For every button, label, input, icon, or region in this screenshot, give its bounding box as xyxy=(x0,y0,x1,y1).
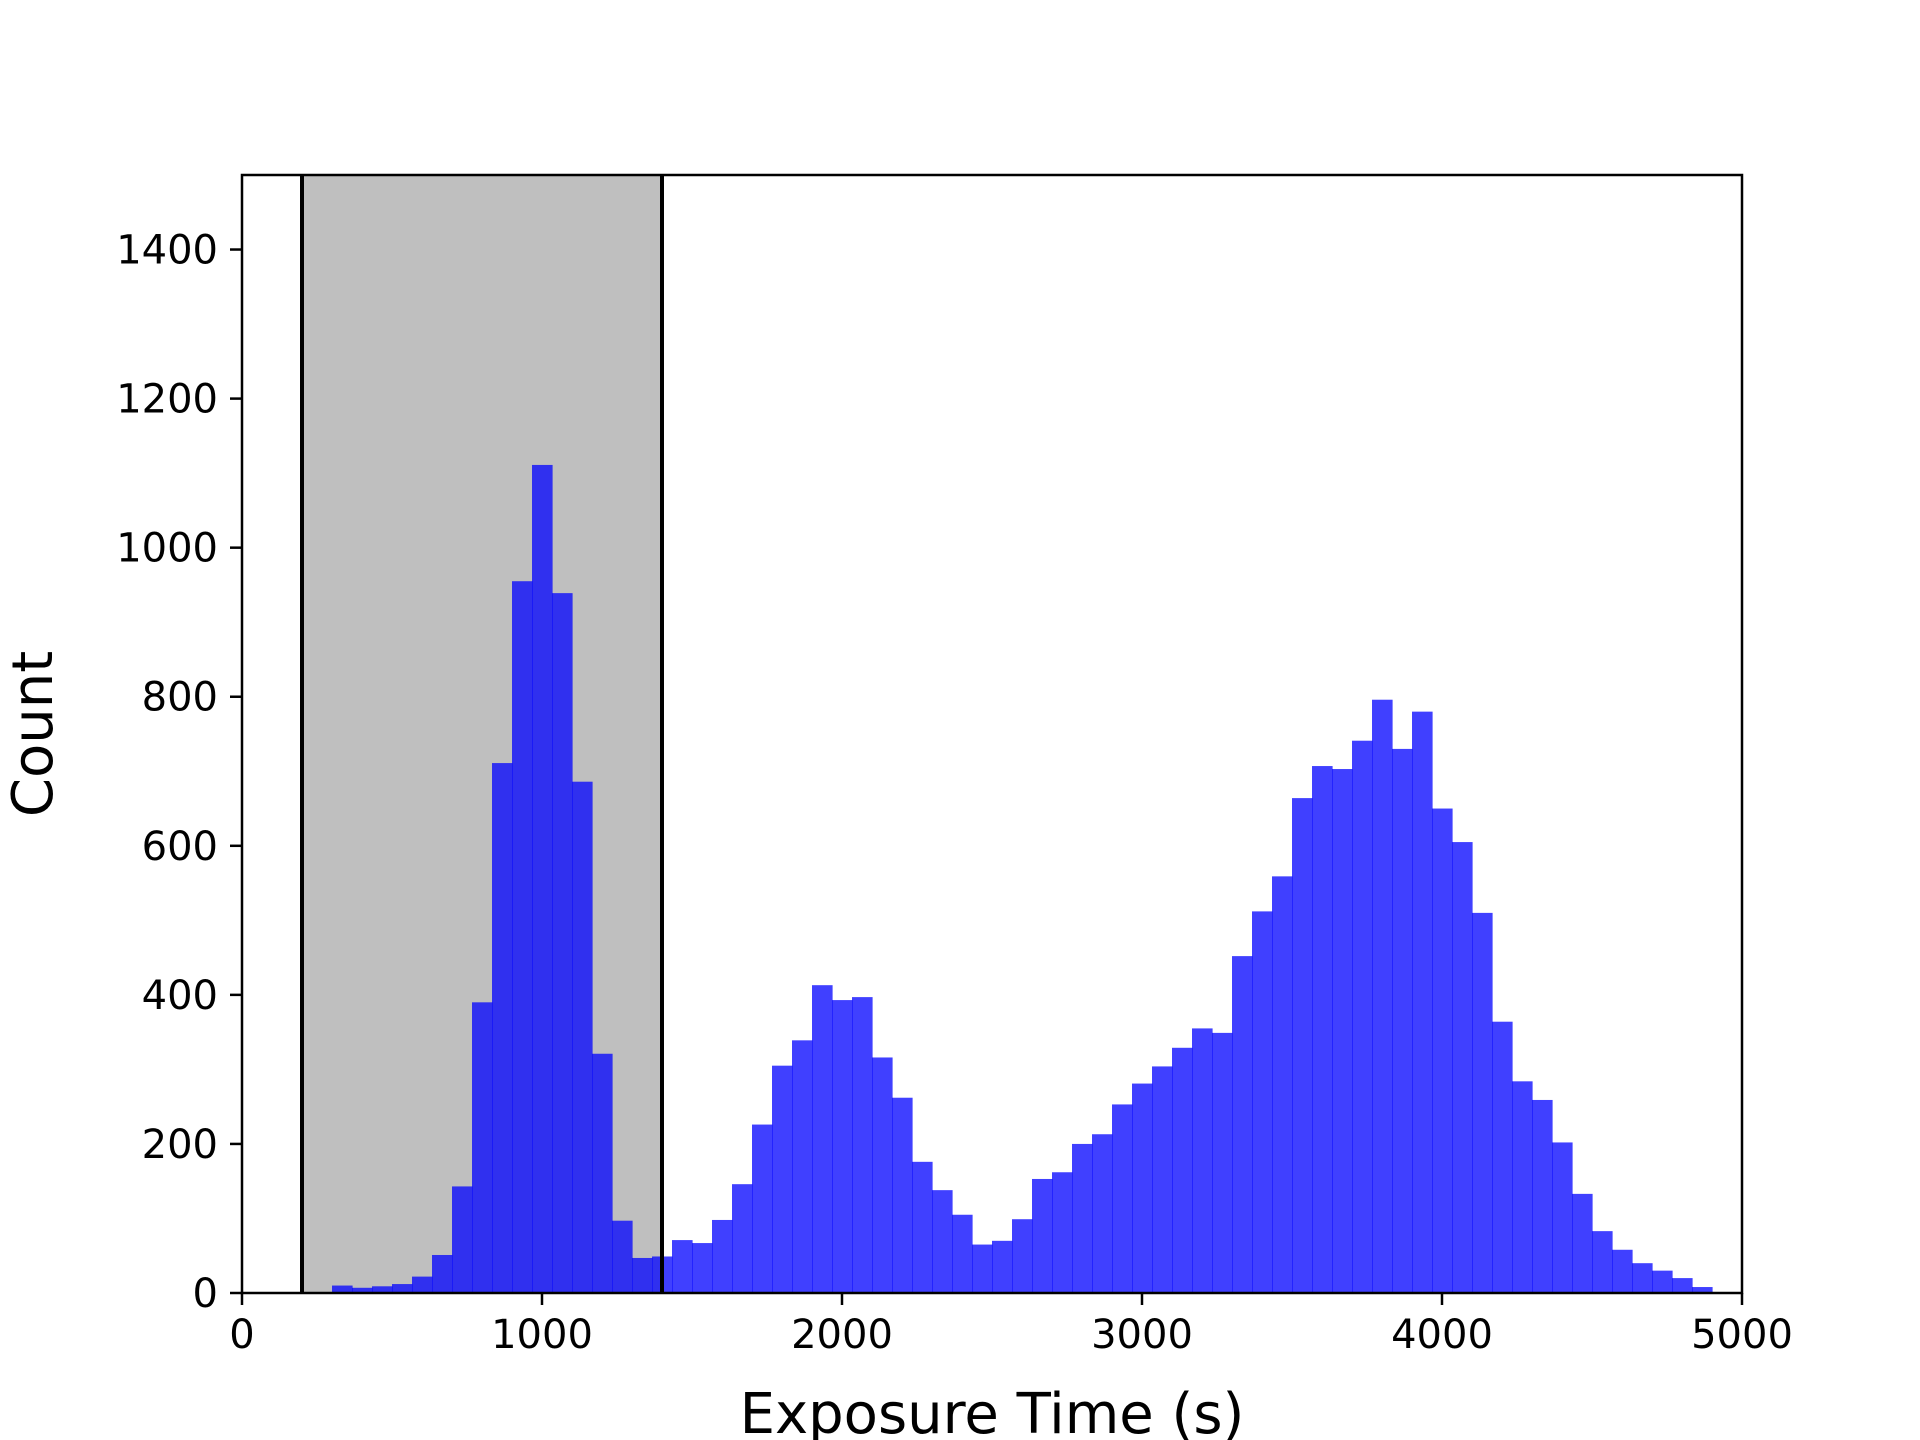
histogram-bar xyxy=(1192,1028,1213,1293)
histogram-bar xyxy=(732,1184,753,1293)
histogram-bar xyxy=(832,1000,853,1293)
histogram-bar xyxy=(852,997,873,1293)
histogram-bar xyxy=(452,1186,473,1293)
histogram-bar xyxy=(1452,842,1473,1293)
histogram-bar xyxy=(512,581,533,1293)
histogram-bar xyxy=(912,1161,933,1293)
histogram-bar xyxy=(472,1002,493,1293)
histogram-bar xyxy=(972,1244,993,1293)
histogram-bar xyxy=(392,1284,413,1293)
y-tick-label: 1000 xyxy=(116,526,218,572)
histogram-bar xyxy=(1572,1193,1593,1293)
histogram-bar xyxy=(772,1065,793,1293)
histogram-bar xyxy=(632,1257,653,1293)
histogram-bar xyxy=(712,1219,733,1293)
histogram-bar xyxy=(532,464,553,1293)
histogram-bar xyxy=(952,1214,973,1293)
histogram-bar xyxy=(692,1243,713,1293)
histogram-bar xyxy=(992,1240,1013,1293)
histogram-bar xyxy=(1432,808,1453,1293)
y-tick-label: 600 xyxy=(142,824,218,870)
histogram-bar xyxy=(932,1190,953,1293)
histogram-bar xyxy=(1152,1066,1173,1293)
histogram-bar xyxy=(1612,1249,1633,1293)
y-tick-label: 400 xyxy=(142,973,218,1019)
y-tick-label: 800 xyxy=(142,675,218,721)
histogram-bar xyxy=(1532,1099,1553,1293)
x-axis-label: Exposure Time (s) xyxy=(740,1382,1245,1440)
histogram-bar xyxy=(1512,1081,1533,1293)
histogram-bar xyxy=(1472,912,1493,1293)
histogram-bar xyxy=(332,1285,353,1293)
histogram-bar xyxy=(1032,1178,1053,1293)
histogram-bar xyxy=(352,1287,373,1293)
histogram-bar xyxy=(1312,766,1333,1293)
y-tick-label: 0 xyxy=(193,1271,218,1317)
histogram-bar xyxy=(372,1286,393,1293)
histogram-bar xyxy=(1112,1104,1133,1293)
histogram-bar xyxy=(1352,740,1373,1293)
histogram-bar xyxy=(612,1220,633,1293)
histogram-bar xyxy=(1072,1143,1093,1293)
histogram-bar xyxy=(492,763,513,1293)
y-tick-label: 200 xyxy=(142,1122,218,1168)
x-tick-label: 4000 xyxy=(1391,1312,1493,1358)
histogram-bar xyxy=(1692,1287,1713,1293)
histogram-bar xyxy=(1492,1021,1513,1293)
histogram-bar xyxy=(572,781,593,1293)
y-axis-label: Count xyxy=(1,651,66,817)
histogram-bar xyxy=(1092,1134,1113,1293)
histogram-bar xyxy=(1392,748,1413,1293)
histogram-bars xyxy=(332,464,1713,1293)
y-tick-label: 1200 xyxy=(116,377,218,423)
x-axis-ticks: 0 1000 2000 3000 4000 5000 xyxy=(229,1293,1793,1358)
histogram-bar xyxy=(792,1040,813,1293)
histogram-bar xyxy=(1252,911,1273,1293)
histogram-bar xyxy=(672,1240,693,1293)
histogram-bar xyxy=(812,985,833,1293)
x-tick-label: 3000 xyxy=(1091,1312,1193,1358)
histogram-bar xyxy=(872,1057,893,1293)
histogram-bar xyxy=(1632,1263,1653,1293)
histogram-bar xyxy=(1332,769,1353,1293)
histogram-bar xyxy=(1552,1142,1573,1293)
histogram-bar xyxy=(1372,699,1393,1293)
x-tick-label: 5000 xyxy=(1691,1312,1793,1358)
histogram-bar xyxy=(1412,711,1433,1293)
histogram-bar xyxy=(1672,1278,1693,1293)
boundary-lines xyxy=(300,175,664,1293)
histogram-bar xyxy=(432,1254,453,1293)
y-axis-ticks: 0 200 400 600 800 1000 1200 1400 xyxy=(116,228,242,1317)
histogram-bar xyxy=(552,593,573,1293)
plot-frame xyxy=(240,173,1744,1295)
x-tick-label: 2000 xyxy=(791,1312,893,1358)
histogram-bar xyxy=(752,1124,773,1293)
histogram-bar xyxy=(1232,956,1253,1293)
histogram-bar xyxy=(1652,1270,1673,1293)
histogram-bar xyxy=(592,1053,613,1293)
histogram-bar xyxy=(1132,1083,1153,1293)
histogram-bar xyxy=(892,1097,913,1293)
histogram-bar xyxy=(1052,1172,1073,1293)
histogram-bar xyxy=(1272,876,1293,1293)
histogram-bar xyxy=(1292,798,1313,1293)
histogram-bar xyxy=(1592,1231,1613,1293)
histogram-bar xyxy=(412,1276,433,1293)
x-tick-label: 0 xyxy=(229,1312,254,1358)
histogram-bar xyxy=(1172,1047,1193,1293)
histogram-bar xyxy=(1012,1219,1033,1293)
histogram-bar xyxy=(1212,1032,1233,1293)
x-tick-label: 1000 xyxy=(491,1312,593,1358)
y-tick-label: 1400 xyxy=(116,228,218,274)
